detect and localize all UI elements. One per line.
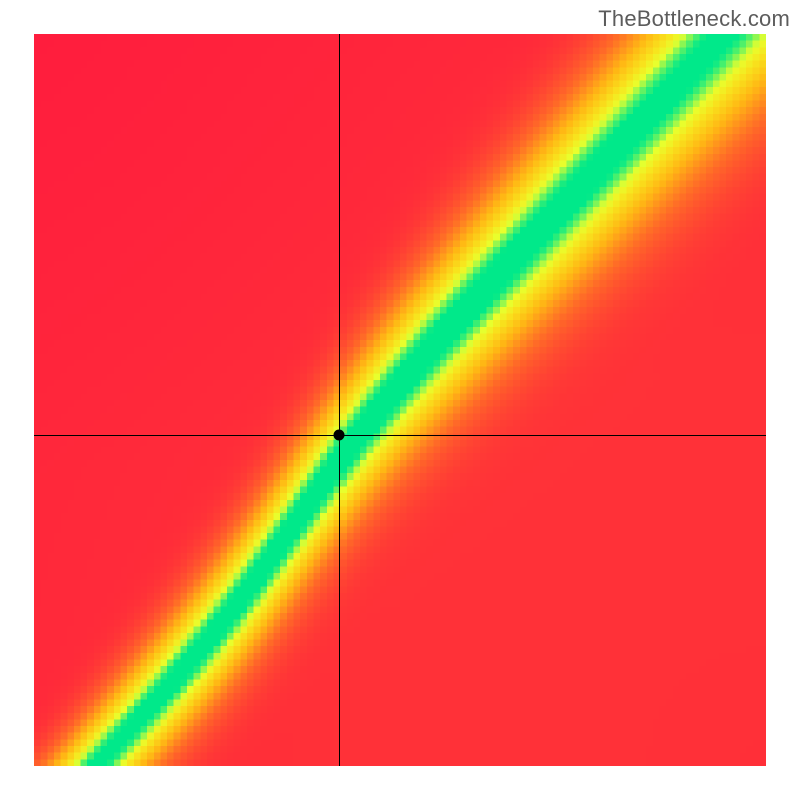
crosshair-horizontal [34,435,766,436]
chart-container: TheBottleneck.com [0,0,800,800]
watermark-text: TheBottleneck.com [598,6,790,32]
crosshair-marker [334,430,345,441]
chart-area [34,34,766,766]
crosshair-vertical [339,34,340,766]
heatmap-canvas [34,34,766,766]
